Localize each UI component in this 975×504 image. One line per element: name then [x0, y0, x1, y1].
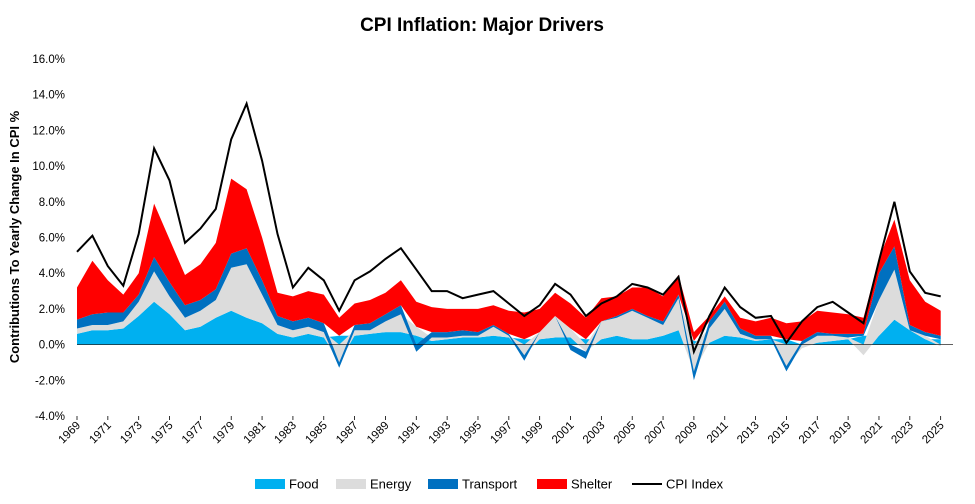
x-tick-label: 1997: [488, 420, 515, 447]
y-tick-label: 4.0%: [39, 268, 65, 280]
x-tick-label: 2025: [920, 420, 947, 447]
legend-swatch: [428, 479, 458, 489]
legend-swatch: [255, 479, 285, 489]
legend-swatch: [537, 479, 567, 489]
plot-area: [76, 100, 941, 381]
x-tick-label: 2005: [612, 420, 639, 447]
x-tick-label: 1993: [427, 420, 454, 447]
y-tick-label: 12.0%: [32, 125, 65, 137]
legend-item-shelter: Shelter: [537, 477, 613, 492]
x-tick-label: 2015: [766, 420, 793, 447]
x-tick-label: 1977: [180, 420, 207, 447]
legend-item-transport: Transport: [428, 477, 518, 492]
x-tick-label: 1983: [272, 420, 299, 447]
x-tick-label: 2017: [797, 420, 824, 447]
y-axis-label: Contributions To Yearly Change In CPI %: [7, 110, 22, 363]
x-tick-label: 1987: [334, 420, 361, 447]
y-tick-label: 0.0%: [39, 340, 65, 352]
x-tick-label: 2013: [735, 420, 762, 447]
legend-item-energy: Energy: [336, 477, 412, 492]
x-axis: 1969 1971 1973 1975 1977 1979 1981 1983 1985 1987…: [57, 344, 953, 447]
y-tick-label: 6.0%: [39, 233, 65, 245]
y-tick-label: -2.0%: [35, 375, 65, 387]
legend-item-food: Food: [255, 477, 319, 492]
x-tick-label: 2001: [550, 420, 577, 447]
y-tick-label: -4.0%: [35, 411, 65, 423]
x-tick-label: 1995: [458, 420, 485, 447]
x-tick-label: 2023: [889, 420, 916, 447]
x-tick-label: 1975: [149, 420, 176, 447]
y-axis: 16.0% 14.0% 12.0% 10.0% 8.0% 6.0% 4.0% 2.0% 0.0%…: [32, 54, 65, 423]
x-tick-label: 2011: [705, 420, 731, 446]
x-tick-label: 1981: [242, 420, 269, 447]
legend: Food Energy Transport Shelter CPI Index: [255, 477, 724, 492]
y-tick-label: 14.0%: [32, 90, 65, 102]
series-area-energy: [77, 264, 941, 372]
y-tick-label: 8.0%: [39, 197, 65, 209]
legend-label: Shelter: [571, 477, 613, 492]
series-line-cpi-index: [76, 100, 941, 356]
x-tick-label: 2021: [859, 420, 886, 447]
legend-label: Energy: [370, 477, 412, 492]
x-tick-label: 1989: [365, 420, 392, 447]
series-area-shelter: [77, 178, 941, 341]
series-area-food: [77, 301, 941, 345]
legend-label: CPI Index: [666, 477, 724, 492]
y-tick-label: 16.0%: [32, 54, 65, 66]
x-tick-label: 1979: [211, 420, 238, 447]
x-tick-label: 1971: [87, 420, 114, 447]
x-tick-label: 2003: [581, 420, 608, 447]
chart-title: CPI Inflation: Major Drivers: [360, 15, 604, 36]
x-tick-label: 2019: [828, 420, 855, 447]
y-tick-label: 2.0%: [39, 304, 65, 316]
x-tick-label: 1999: [519, 420, 546, 447]
legend-swatch: [336, 479, 366, 489]
legend-label: Transport: [462, 477, 518, 492]
x-tick-label: 2009: [673, 420, 700, 447]
x-tick-label: 1991: [396, 420, 423, 447]
legend-item-cpi-index: CPI Index: [632, 477, 724, 492]
x-tick-label: 1985: [303, 420, 330, 447]
y-tick-label: 10.0%: [32, 161, 65, 173]
legend-label: Food: [289, 477, 319, 492]
x-tick-label: 1973: [118, 420, 145, 447]
x-tick-label: 1969: [57, 420, 84, 447]
x-tick-label: 2007: [643, 420, 670, 447]
